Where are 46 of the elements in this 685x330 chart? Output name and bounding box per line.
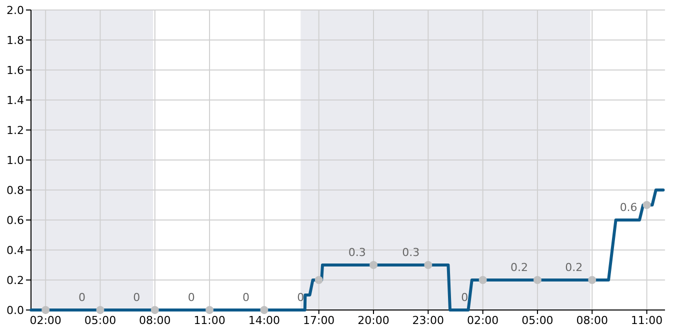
y-tick-label: 1.2	[6, 124, 24, 137]
y-tick-label: 0.6	[6, 214, 24, 227]
y-tick-label: 0.0	[6, 304, 24, 317]
point	[42, 306, 50, 314]
y-tick-label: 0.8	[6, 184, 24, 197]
annotation: 0.3	[348, 246, 366, 259]
point	[370, 261, 378, 269]
annotation: 0	[461, 291, 468, 304]
x-tick-label: 05:00	[522, 314, 554, 327]
annotation: 0	[297, 291, 304, 304]
y-tick-label: 1.4	[6, 94, 24, 107]
x-tick-label: 20:00	[358, 314, 390, 327]
annotation: 0.2	[565, 261, 583, 274]
x-tick-label: 05:00	[84, 314, 116, 327]
annotation: 0	[242, 291, 250, 304]
point	[642, 201, 651, 209]
point	[588, 276, 596, 284]
annotation: 0.6	[620, 201, 638, 214]
point	[260, 306, 268, 314]
point	[424, 261, 432, 269]
point	[478, 276, 487, 284]
annotation: 0	[133, 291, 140, 304]
x-tick-label: 02:00	[466, 314, 499, 327]
point	[314, 276, 323, 284]
x-tick-label: 14:00	[248, 314, 280, 327]
y-tick-label: 1.8	[6, 34, 24, 47]
annotation: 0	[188, 291, 195, 304]
x-tick-label: 02:00	[30, 314, 62, 327]
annotation: 0	[78, 291, 86, 304]
y-tick-label: 1.6	[6, 64, 24, 77]
y-tick-label: 0.4	[6, 244, 24, 257]
y-tick-label: 2.0	[6, 4, 24, 17]
point	[533, 276, 542, 284]
point	[206, 306, 214, 314]
point	[150, 306, 159, 314]
y-tick-label: 1.0	[6, 154, 24, 167]
x-tick-label: 23:00	[412, 314, 444, 327]
x-tick-label: 11:00	[194, 314, 226, 327]
y-tick-label: 0.2	[6, 274, 24, 287]
point	[96, 306, 104, 314]
x-tick-label: 08:00	[139, 314, 171, 327]
x-tick-label: 17:00	[303, 314, 335, 327]
x-tick-label: 08:00	[576, 314, 608, 327]
x-tick-label: 11:00	[630, 314, 663, 327]
annotation: 0.2	[510, 261, 528, 274]
annotation: 0.3	[402, 246, 420, 259]
